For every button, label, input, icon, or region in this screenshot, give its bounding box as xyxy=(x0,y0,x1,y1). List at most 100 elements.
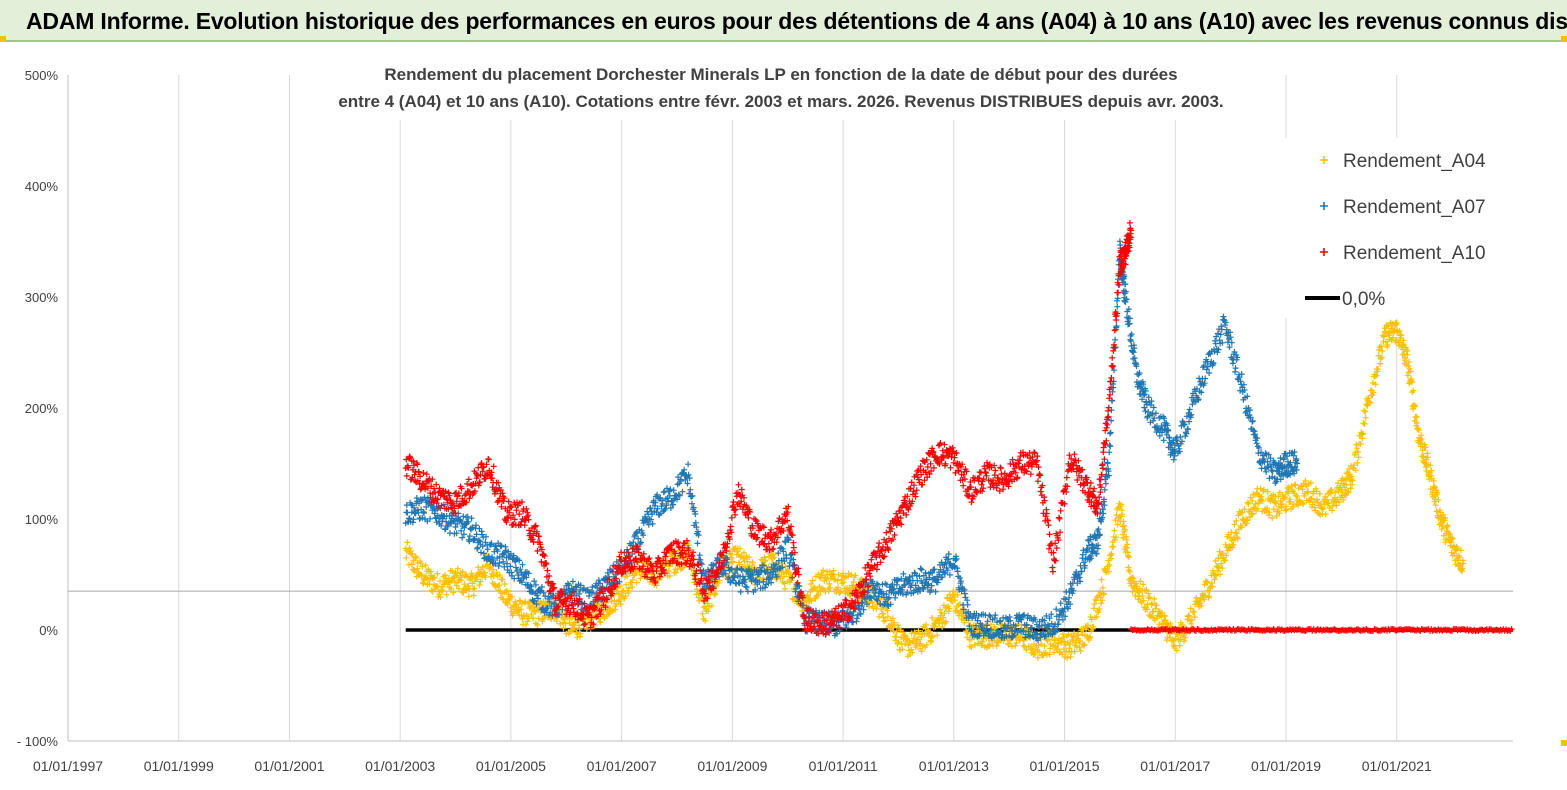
data-point xyxy=(476,582,483,588)
data-point xyxy=(1241,506,1248,513)
data-point xyxy=(413,555,420,561)
data-point xyxy=(530,615,537,622)
data-point xyxy=(408,561,415,568)
data-point xyxy=(1106,449,1113,456)
data-point xyxy=(954,591,961,598)
data-point xyxy=(968,636,974,643)
data-point xyxy=(884,613,891,620)
data-point xyxy=(760,524,767,531)
data-point xyxy=(708,602,715,609)
data-point xyxy=(1076,644,1083,651)
data-point xyxy=(1111,537,1118,543)
data-point xyxy=(1258,493,1265,500)
data-point xyxy=(420,470,427,476)
data-point xyxy=(1119,511,1126,518)
data-point xyxy=(1046,651,1053,658)
y-tick-label: 300% xyxy=(25,290,59,305)
data-point xyxy=(1249,510,1256,517)
data-point xyxy=(448,585,455,592)
data-point xyxy=(637,575,644,582)
data-point xyxy=(1075,631,1082,638)
data-point xyxy=(1143,586,1150,593)
data-point xyxy=(1360,420,1367,427)
data-point xyxy=(454,565,461,572)
data-point xyxy=(1057,600,1064,607)
data-point xyxy=(712,588,719,595)
data-point xyxy=(727,551,734,558)
data-point xyxy=(1206,593,1213,600)
data-point xyxy=(876,540,883,547)
data-point xyxy=(736,561,743,568)
data-point xyxy=(997,465,1004,472)
data-point xyxy=(1151,595,1158,602)
data-point xyxy=(1322,511,1329,518)
data-point xyxy=(1129,574,1136,581)
data-point xyxy=(623,581,630,588)
x-tick-label: 01/01/2015 xyxy=(1030,758,1100,774)
data-point xyxy=(820,567,827,574)
data-point xyxy=(1222,557,1229,564)
x-tick-label: 01/01/2009 xyxy=(697,758,767,774)
data-point xyxy=(1238,524,1245,531)
data-point xyxy=(1121,522,1127,529)
data-point xyxy=(1054,645,1061,652)
data-point xyxy=(1260,486,1267,493)
data-point xyxy=(417,560,424,567)
data-point xyxy=(534,621,541,628)
data-point xyxy=(1012,642,1019,649)
data-point xyxy=(857,611,864,617)
data-point xyxy=(403,472,410,479)
data-point xyxy=(1202,592,1209,599)
data-point xyxy=(1093,613,1100,620)
x-tick-label: 01/01/2019 xyxy=(1251,758,1321,774)
data-point xyxy=(1209,583,1216,590)
data-point xyxy=(685,461,692,468)
data-point xyxy=(830,571,837,578)
data-point xyxy=(1058,639,1065,646)
data-point xyxy=(1095,609,1102,616)
data-point xyxy=(918,566,925,573)
data-point xyxy=(1201,596,1208,603)
x-tick-label: 01/01/1999 xyxy=(144,758,214,774)
data-point xyxy=(830,567,837,574)
data-point xyxy=(951,597,958,604)
data-point xyxy=(1046,531,1053,538)
data-point xyxy=(1254,505,1261,512)
data-point xyxy=(1043,510,1050,517)
data-point xyxy=(986,612,993,619)
data-point xyxy=(852,572,859,579)
data-point xyxy=(1049,568,1056,575)
data-point xyxy=(1239,509,1246,516)
data-point xyxy=(1079,631,1086,638)
data-point xyxy=(1077,638,1084,644)
data-point xyxy=(1133,580,1139,587)
data-point xyxy=(1188,616,1195,623)
data-point xyxy=(964,601,971,608)
data-point xyxy=(1275,493,1282,500)
data-point xyxy=(470,592,477,599)
data-point xyxy=(1149,600,1155,607)
data-point xyxy=(1176,642,1183,649)
data-point xyxy=(878,606,885,613)
data-point xyxy=(1045,522,1052,529)
data-point xyxy=(504,587,510,594)
data-point xyxy=(927,628,933,635)
y-tick-label: - 100% xyxy=(17,734,59,749)
data-point xyxy=(1219,565,1226,572)
data-point xyxy=(558,610,565,617)
data-point xyxy=(1177,636,1184,643)
data-point xyxy=(638,539,644,546)
data-point xyxy=(893,629,900,635)
data-point xyxy=(911,635,917,642)
data-point xyxy=(1181,638,1188,645)
data-point xyxy=(501,581,508,587)
data-point xyxy=(1273,500,1279,507)
data-point xyxy=(827,584,834,591)
data-point xyxy=(1107,430,1113,437)
data-point xyxy=(1111,527,1118,534)
corner-mark-top-right xyxy=(1561,36,1567,42)
data-point xyxy=(1071,451,1078,458)
data-point xyxy=(1243,520,1250,527)
data-point xyxy=(932,623,939,630)
data-point xyxy=(458,574,465,581)
